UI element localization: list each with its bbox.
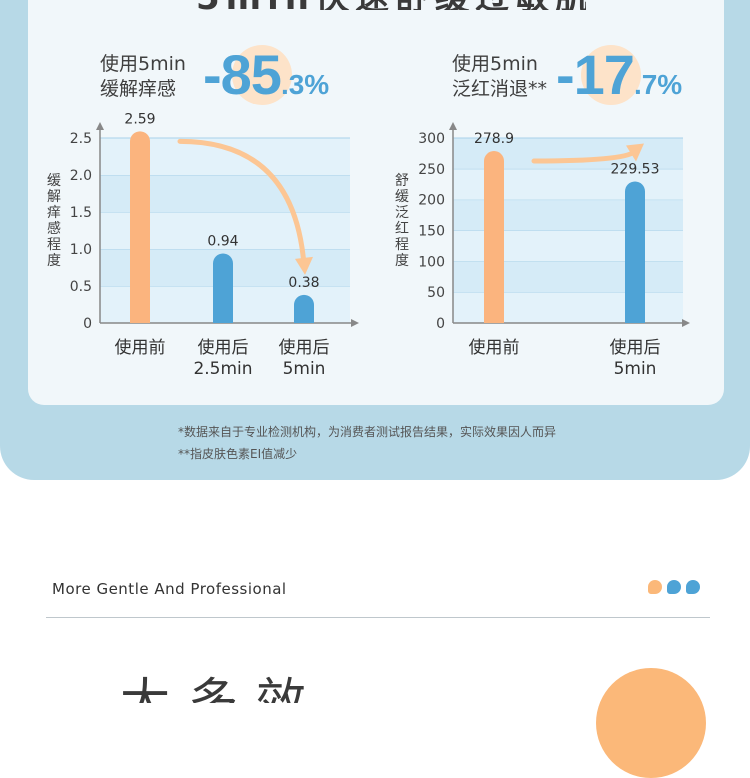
decor-dots xyxy=(648,580,700,594)
decor-dot-2 xyxy=(667,580,681,594)
bar-3 xyxy=(294,294,314,323)
x-tick-label-line2: 5min xyxy=(283,359,326,379)
stat-2-label-line2: 泛红消退** xyxy=(452,78,548,100)
y-tick-label: 2.0 xyxy=(70,168,92,184)
decor-dot-3 xyxy=(686,580,700,594)
section-divider xyxy=(46,617,710,618)
y-axis-label-char: 度 xyxy=(395,253,409,269)
y-tick-label: 150 xyxy=(418,224,445,240)
stat-2-value-big: -17 xyxy=(556,43,635,106)
y-tick-label: 50 xyxy=(427,285,445,301)
stat-1-label-line1: 使用5min xyxy=(100,53,186,75)
y-axis-label-char: 感 xyxy=(47,220,61,237)
stat-1-value-small: .3% xyxy=(280,69,330,100)
y-tick-label: 1.0 xyxy=(70,242,92,258)
footnote-2: **指皮肤色素EI值减少 xyxy=(178,447,298,461)
y-tick-label: 0 xyxy=(436,316,445,332)
x-tick-label: 使用前 xyxy=(469,337,520,358)
bottom-heading-fragment: 大多效 xyxy=(120,672,324,703)
stat-2-label-line1: 使用5min xyxy=(452,53,538,75)
data-label: 0.38 xyxy=(288,275,319,291)
y-tick-label: 200 xyxy=(418,193,445,209)
y-axis-label-char: 舒 xyxy=(395,173,409,189)
x-tick-label: 使用后 xyxy=(610,337,661,358)
stat-1-value: -85.3% xyxy=(203,42,329,107)
itch-relief-chart: 缓解痒感程度00.51.01.52.02.52.59使用前0.94使用后2.5m… xyxy=(47,111,359,379)
stat-1-label: 使用5min 缓解痒感 xyxy=(100,52,186,102)
y-tick-label: 100 xyxy=(418,254,445,270)
y-axis-label-char: 解 xyxy=(47,189,61,205)
y-axis-label-char: 缓 xyxy=(47,173,61,189)
decor-dot-1 xyxy=(648,580,662,594)
stat-1-value-big: -85 xyxy=(203,43,282,106)
trend-arrowhead xyxy=(626,143,644,162)
stat-1-label-line2: 缓解痒感 xyxy=(100,78,177,100)
x-tick-label: 使用前 xyxy=(115,337,166,358)
tagline: More Gentle And Professional xyxy=(52,580,287,598)
y-axis-label-char: 痒 xyxy=(47,205,61,221)
trend-arrowhead xyxy=(295,256,313,275)
x-axis-arrowhead xyxy=(351,319,359,327)
bar-2 xyxy=(625,181,645,323)
y-axis-label-char: 程 xyxy=(47,237,61,253)
y-axis-label-char: 泛 xyxy=(395,205,409,221)
y-axis-label-char: 缓 xyxy=(395,189,409,205)
trend-arrow xyxy=(177,138,307,268)
data-label: 2.59 xyxy=(124,111,155,127)
bar-1 xyxy=(130,131,150,323)
y-tick-label: 0.5 xyxy=(70,279,92,295)
data-label: 229.53 xyxy=(611,161,660,177)
x-axis-arrowhead xyxy=(682,319,690,327)
y-axis-arrowhead xyxy=(96,122,104,130)
y-axis-label-char: 度 xyxy=(47,253,61,269)
bar-1 xyxy=(484,151,504,323)
bottom-heading-text: 大多效 xyxy=(120,673,324,703)
y-tick-label: 300 xyxy=(418,131,445,147)
footnote-1: *数据来自于专业检测机构，为消费者测试报告结果，实际效果因人而异 xyxy=(178,425,557,439)
stat-2-value: -17.7% xyxy=(556,42,682,107)
bar-2 xyxy=(213,253,234,323)
y-tick-label: 250 xyxy=(418,162,445,178)
x-tick-label: 使用后 xyxy=(279,337,330,358)
data-label: 278.9 xyxy=(474,131,514,147)
y-tick-label: 0 xyxy=(83,316,92,332)
y-tick-label: 2.5 xyxy=(70,131,92,147)
x-tick-label: 使用后 xyxy=(198,337,249,358)
orange-badge-blob xyxy=(596,668,706,778)
y-axis-arrowhead xyxy=(449,122,457,130)
y-axis-label-char: 程 xyxy=(395,237,409,253)
data-label: 0.94 xyxy=(207,233,238,249)
x-tick-label-line2: 2.5min xyxy=(193,359,252,379)
stat-2-highlight-circle xyxy=(581,45,641,105)
y-tick-label: 1.5 xyxy=(70,205,92,221)
y-axis-label-char: 红 xyxy=(395,221,409,237)
stat-2-label: 使用5min 泛红消退** xyxy=(452,52,547,102)
stat-2-value-small: .7% xyxy=(633,69,683,100)
x-tick-label-line2: 5min xyxy=(614,359,657,379)
stat-1-highlight-circle xyxy=(232,45,292,105)
